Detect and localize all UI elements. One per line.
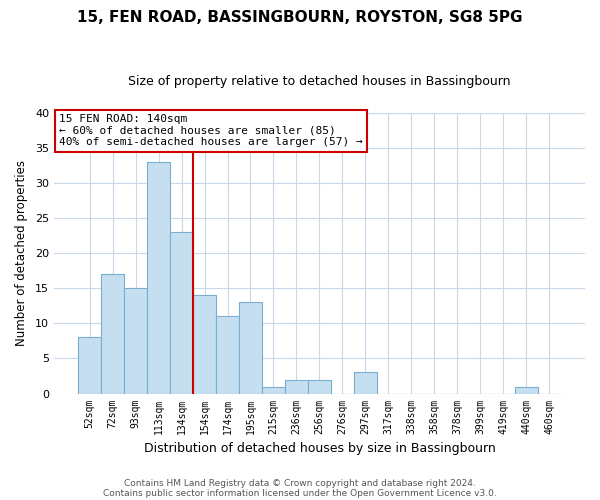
Bar — [147, 162, 170, 394]
Bar — [308, 380, 331, 394]
Bar — [262, 386, 285, 394]
Bar — [239, 302, 262, 394]
Text: Contains HM Land Registry data © Crown copyright and database right 2024.: Contains HM Land Registry data © Crown c… — [124, 478, 476, 488]
Y-axis label: Number of detached properties: Number of detached properties — [15, 160, 28, 346]
Text: Contains public sector information licensed under the Open Government Licence v3: Contains public sector information licen… — [103, 488, 497, 498]
Bar — [285, 380, 308, 394]
Bar — [354, 372, 377, 394]
Bar — [170, 232, 193, 394]
Bar — [193, 296, 216, 394]
X-axis label: Distribution of detached houses by size in Bassingbourn: Distribution of detached houses by size … — [143, 442, 496, 455]
Bar — [78, 338, 101, 394]
Bar — [101, 274, 124, 394]
Text: 15, FEN ROAD, BASSINGBOURN, ROYSTON, SG8 5PG: 15, FEN ROAD, BASSINGBOURN, ROYSTON, SG8… — [77, 10, 523, 25]
Text: 15 FEN ROAD: 140sqm
← 60% of detached houses are smaller (85)
40% of semi-detach: 15 FEN ROAD: 140sqm ← 60% of detached ho… — [59, 114, 363, 148]
Bar — [216, 316, 239, 394]
Bar — [515, 386, 538, 394]
Bar — [124, 288, 147, 394]
Title: Size of property relative to detached houses in Bassingbourn: Size of property relative to detached ho… — [128, 75, 511, 88]
